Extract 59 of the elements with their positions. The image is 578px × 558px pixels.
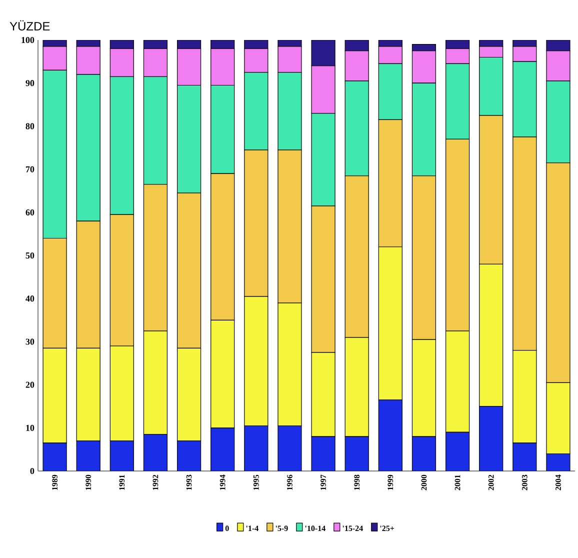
bar: [344, 436, 369, 471]
bar: [278, 425, 302, 471]
y-tick-label: 70: [26, 166, 34, 172]
y-tick-label: 20: [26, 382, 34, 388]
bar: [76, 440, 100, 471]
bar: [244, 425, 268, 471]
legend-label: '1-4: [246, 526, 258, 531]
bar: [210, 40, 235, 49]
bar: [445, 40, 470, 49]
x-tick-label: 1997: [320, 474, 326, 490]
x-tick-label: 1993: [186, 474, 192, 490]
y-tick-label: 30: [26, 338, 34, 345]
bar: [176, 40, 202, 49]
legend-label: '15-24: [342, 526, 363, 532]
bar: [42, 442, 67, 471]
bar: [210, 428, 235, 471]
bar: [344, 40, 369, 52]
y-tick-label: 60: [26, 209, 34, 216]
bar: [311, 436, 336, 471]
x-tick-label: 1992: [152, 474, 158, 490]
bar: [110, 440, 134, 471]
bar: [143, 434, 168, 471]
legend-label: '25+: [380, 526, 394, 532]
bar: [512, 442, 537, 471]
y-tick-label: 100: [22, 36, 34, 44]
bar: [479, 406, 504, 471]
x-tick-label: 1991: [119, 474, 125, 490]
bar: [110, 40, 134, 49]
legend-label: 0: [225, 526, 229, 532]
y-tick-label: 90: [26, 80, 34, 86]
x-tick-label: 2004: [556, 474, 561, 490]
legend-label: '5-9: [276, 526, 288, 532]
x-tick-label: 2000: [421, 474, 427, 490]
y-tick-label: 50: [26, 252, 34, 259]
bar: [176, 440, 202, 471]
x-tick-label: 1989: [52, 474, 58, 490]
x-tick-label: 2003: [522, 474, 528, 490]
y-tick-label: 0: [30, 468, 34, 474]
bar: [378, 400, 402, 471]
x-tick-label: 1990: [86, 474, 92, 490]
bar: [143, 40, 168, 49]
x-tick-label: 2002: [488, 474, 494, 490]
legend-label: '10-14: [305, 526, 326, 532]
y-tick-label: 40: [26, 296, 34, 302]
y-tick-label: 10: [26, 424, 34, 431]
x-tick-label: 1995: [253, 474, 259, 490]
y-axis-title: YÜZDE: [10, 20, 50, 30]
bar: [244, 40, 268, 49]
bar: [311, 40, 336, 66]
x-tick-label: 1996: [287, 474, 292, 490]
bar: [445, 432, 470, 471]
x-tick-label: 2001: [454, 474, 460, 490]
y-tick-label: 80: [26, 123, 34, 130]
x-tick-label: 1999: [388, 474, 394, 490]
bar: [546, 453, 570, 471]
bar: [412, 44, 436, 52]
x-tick-label: 1994: [220, 474, 226, 490]
bar: [412, 436, 436, 471]
x-tick-label: 1998: [354, 474, 360, 490]
